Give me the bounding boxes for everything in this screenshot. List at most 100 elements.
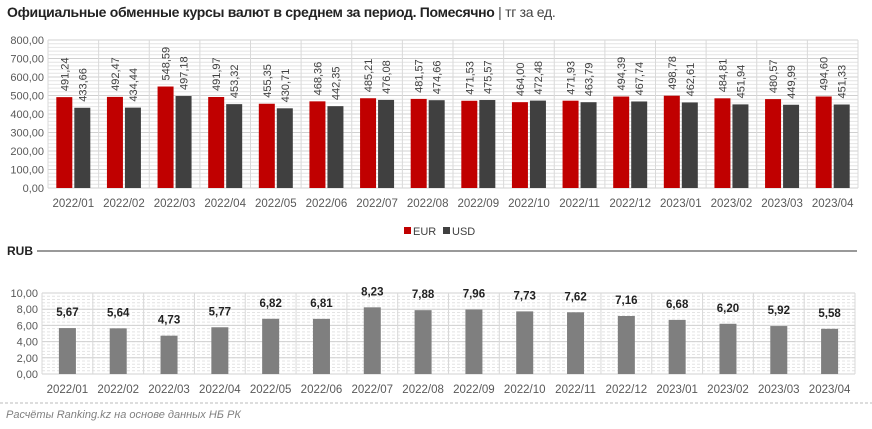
- bar-usd: [631, 101, 648, 188]
- bar-eur: [461, 100, 478, 188]
- bar-usd: [479, 100, 496, 188]
- y-tick-label: 10,00: [10, 288, 38, 300]
- x-tick-label: 2022/01: [47, 384, 89, 396]
- y-tick-label: 100,00: [10, 165, 44, 177]
- data-label: 430,71: [280, 69, 292, 103]
- data-label: 7,62: [564, 291, 586, 303]
- bar-eur: [410, 98, 427, 188]
- bar-usd: [580, 102, 597, 188]
- y-tick-label: 400,00: [10, 109, 44, 121]
- data-label: 494,39: [616, 57, 628, 91]
- x-tick-label: 2022/03: [148, 384, 190, 396]
- data-label: 8,23: [361, 286, 383, 298]
- x-tick-label: 2023/04: [809, 384, 851, 396]
- y-tick-label: 600,00: [10, 72, 44, 84]
- title-text: Официальные обменные курсы валют в средн…: [7, 4, 495, 20]
- y-tick-label: 0,00: [23, 183, 44, 195]
- x-tick-label: 2023/04: [812, 198, 854, 210]
- x-tick-label: 2023/03: [761, 198, 803, 210]
- data-label: 464,00: [515, 63, 527, 97]
- x-tick-label: 2022/02: [97, 384, 139, 396]
- x-tick-label: 2022/06: [306, 198, 348, 210]
- data-label: 433,66: [77, 68, 89, 102]
- data-label: 548,59: [161, 47, 173, 81]
- bar-usd: [529, 100, 546, 188]
- data-label: 494,60: [819, 57, 831, 91]
- legend-label-usd: USD: [452, 226, 475, 238]
- bar-usd: [428, 100, 445, 188]
- bar-rub: [719, 323, 737, 374]
- bar-rub: [567, 312, 585, 374]
- data-label: 497,18: [179, 56, 191, 90]
- bar-eur: [157, 86, 174, 188]
- bar-eur: [208, 96, 225, 188]
- y-tick-label: 700,00: [10, 54, 44, 66]
- data-label: 5,58: [818, 308, 841, 320]
- bar-usd: [732, 104, 749, 188]
- data-label: 467,74: [634, 62, 646, 96]
- x-tick-label: 2022/07: [351, 384, 393, 396]
- x-tick-label: 2022/08: [402, 384, 444, 396]
- data-label: 455,35: [262, 64, 274, 98]
- bar-usd: [327, 106, 344, 188]
- bar-rub: [160, 335, 178, 374]
- data-label: 449,99: [786, 65, 798, 99]
- bar-eur: [765, 99, 782, 188]
- x-tick-label: 2022/05: [250, 384, 292, 396]
- data-label: 6,20: [717, 303, 739, 315]
- x-tick-label: 2022/10: [508, 198, 550, 210]
- y-tick-label: 2,00: [17, 353, 38, 365]
- bar-rub: [770, 326, 788, 374]
- x-tick-label: 2023/02: [707, 384, 749, 396]
- bar-rub: [58, 328, 76, 374]
- data-label: 481,57: [414, 59, 426, 93]
- y-tick-label: 200,00: [10, 146, 44, 158]
- bar-eur: [663, 95, 680, 188]
- bar-usd: [175, 96, 192, 188]
- x-tick-label: 2022/04: [199, 384, 241, 396]
- bar-eur: [360, 98, 377, 188]
- y-tick-label: 6,00: [17, 320, 38, 332]
- source-note: Расчёты Ranking.kz на основе данных НБ Р…: [6, 409, 241, 421]
- x-tick-label: 2022/06: [301, 384, 343, 396]
- data-label: 476,08: [381, 60, 393, 94]
- data-label: 475,57: [482, 60, 494, 94]
- data-label: 484,81: [717, 59, 729, 93]
- bar-rub: [465, 309, 483, 374]
- x-tick-label: 2022/04: [204, 198, 246, 210]
- data-label: 6,81: [310, 298, 333, 310]
- data-label: 7,73: [514, 290, 536, 302]
- x-tick-label: 2023/03: [758, 384, 800, 396]
- bar-rub: [414, 310, 432, 374]
- bar-usd: [276, 108, 293, 188]
- bar-usd: [833, 104, 850, 188]
- data-label: 5,77: [209, 306, 231, 318]
- unit-text: тг за ед.: [505, 4, 556, 20]
- data-label: 498,78: [667, 56, 679, 90]
- data-label: 4,73: [158, 315, 180, 327]
- legend-swatch-usd: [443, 227, 450, 234]
- x-tick-label: 2023/01: [660, 198, 702, 210]
- data-label: 451,33: [837, 65, 849, 99]
- bar-rub: [516, 311, 534, 374]
- data-label: 480,57: [768, 59, 780, 93]
- y-tick-label: 0,00: [17, 369, 38, 381]
- x-tick-label: 2022/09: [453, 384, 495, 396]
- bar-eur: [511, 102, 528, 188]
- bar-usd: [124, 107, 141, 188]
- x-tick-label: 2022/09: [458, 198, 500, 210]
- x-tick-label: 2022/10: [504, 384, 546, 396]
- bar-usd: [378, 99, 395, 188]
- data-label: 5,67: [56, 307, 78, 319]
- bar-usd: [74, 107, 91, 188]
- bar-rub: [617, 316, 635, 374]
- bar-usd: [783, 104, 800, 188]
- x-tick-label: 2022/05: [255, 198, 297, 210]
- bar-eur: [613, 96, 630, 188]
- data-label: 434,44: [128, 68, 140, 102]
- data-label: 471,53: [464, 61, 476, 95]
- bar-rub: [312, 318, 330, 374]
- bar-eur: [309, 101, 326, 188]
- data-label: 462,61: [685, 63, 697, 97]
